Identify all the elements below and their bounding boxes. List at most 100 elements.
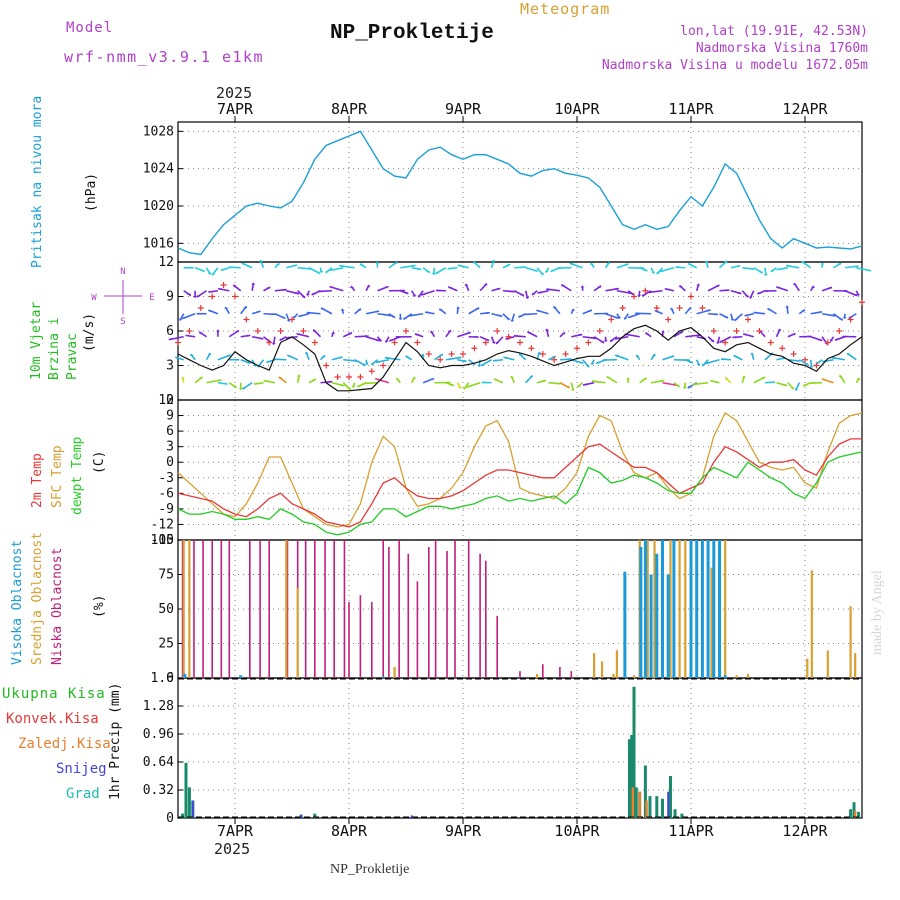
wind-arrowhead xyxy=(241,263,246,265)
wind-gust-marker xyxy=(471,345,478,352)
pressure-line xyxy=(177,130,863,256)
wind-gust-marker xyxy=(300,328,307,334)
wind-arrowhead xyxy=(556,382,561,385)
wind-arrowhead xyxy=(412,294,417,297)
wind-arrowhead xyxy=(466,332,471,335)
wind-arrowhead xyxy=(688,263,693,266)
wind-arrowhead xyxy=(570,308,575,311)
wind-arrowhead xyxy=(493,378,498,381)
wind-arrowhead xyxy=(256,311,261,313)
total-precip-bar xyxy=(632,686,636,818)
wind-arrowhead xyxy=(233,284,237,287)
wind-arrowhead xyxy=(405,355,410,358)
wind-arrowhead xyxy=(561,332,565,335)
wind-arrowhead xyxy=(842,335,846,338)
precip-legend-total: Ukupna Kisa xyxy=(2,686,106,702)
wind-arrowhead xyxy=(750,352,755,355)
total-precip-bar xyxy=(634,787,638,818)
strat-precip-bar xyxy=(853,811,857,818)
low-cloud-bar xyxy=(371,602,373,678)
day-label-bottom: 8APR xyxy=(331,822,368,840)
wind-arrowhead xyxy=(794,388,799,391)
y-tick-label: 0.32 xyxy=(143,783,174,798)
wind-arrowhead xyxy=(659,269,664,272)
wind-arrowhead xyxy=(532,293,536,296)
wind-arrowhead xyxy=(743,333,748,336)
wind-arrowhead xyxy=(854,265,859,268)
wind-gust-marker xyxy=(323,362,330,369)
wind-arrowhead xyxy=(767,308,772,311)
y-tick-label: 1024 xyxy=(143,162,174,177)
wind-arrowhead xyxy=(602,358,607,361)
model-label: Model xyxy=(66,20,114,36)
mid-cloud-bar xyxy=(678,540,681,678)
mid-cloud-bar xyxy=(724,540,727,678)
wind-arrowhead xyxy=(208,290,213,293)
high-cloud-bar xyxy=(718,540,721,678)
wind-arrowhead xyxy=(450,383,454,386)
wind-arrowhead xyxy=(803,384,807,386)
wind-arrowhead xyxy=(540,273,544,276)
wind-arrowhead xyxy=(867,269,872,272)
high-cloud-bar xyxy=(666,574,670,678)
low-cloud-bar xyxy=(314,540,316,678)
wind-arrowhead xyxy=(350,286,355,289)
y-tick-label: 0 xyxy=(166,393,174,408)
wind-arrowhead xyxy=(801,261,806,264)
wind-arrowhead xyxy=(298,314,303,317)
wind-arrowhead xyxy=(431,272,436,275)
model-name: wrf-nmm_v3.9.1 e1km xyxy=(64,48,265,66)
wind-arrowhead xyxy=(473,261,477,264)
mid-cloud-bar xyxy=(296,588,299,678)
low-cloud-bar xyxy=(467,540,470,678)
wind-arrowhead xyxy=(763,273,768,276)
wind-arrowhead xyxy=(371,362,375,365)
wind-gust-marker xyxy=(722,339,729,346)
wind-arrowhead xyxy=(616,316,621,319)
wind-arrowhead xyxy=(259,337,264,340)
wind-arrowhead xyxy=(391,315,396,318)
y-tick-label: 25 xyxy=(158,637,174,652)
low-cloud-bar xyxy=(343,540,346,678)
wind-arrowhead xyxy=(635,354,640,357)
y-tick-label: 3 xyxy=(166,359,174,374)
wind-arrowhead xyxy=(642,294,646,297)
precip-legend-conv: Konvek.Kisa xyxy=(6,711,99,727)
wind-arrowhead xyxy=(503,357,508,359)
y-tick-label: 9 xyxy=(166,290,174,305)
wind-arrowhead xyxy=(510,319,515,322)
wind-arrowhead xyxy=(818,338,823,341)
wind-gust-marker xyxy=(254,328,261,334)
wind-arrowhead xyxy=(510,375,515,378)
wind-arrowhead xyxy=(687,307,692,310)
wind-arrowhead xyxy=(553,306,557,309)
wind-arrowhead xyxy=(544,270,549,273)
wind-arrowhead xyxy=(180,376,186,379)
wind-arrowhead xyxy=(753,311,758,314)
wind-arrowhead xyxy=(375,261,380,264)
low-cloud-bar xyxy=(519,671,521,678)
wind-arrowhead xyxy=(827,287,832,290)
wind-arrowhead xyxy=(196,312,200,315)
wind-arrowhead xyxy=(660,380,665,383)
wind-arrowhead xyxy=(757,292,762,294)
wind-gust-marker xyxy=(631,293,637,300)
y-tick-label: 1016 xyxy=(143,236,174,251)
wind-arrowhead xyxy=(610,339,614,342)
mid-cloud-bar xyxy=(285,540,288,678)
wind-arrowhead xyxy=(198,376,203,379)
wind-arrowhead xyxy=(646,291,651,294)
wind-arrowhead xyxy=(536,310,541,312)
high-cloud-bar xyxy=(723,675,727,678)
wind-arrowhead xyxy=(831,357,836,360)
wind-arrowhead xyxy=(243,306,248,309)
wind-arrowhead xyxy=(389,339,394,342)
wind-arrowhead xyxy=(199,331,203,334)
mid-cloud-bar xyxy=(615,650,618,678)
mid-cloud-bar xyxy=(632,675,636,678)
wind-arrowhead xyxy=(518,315,523,318)
low-cloud-bar xyxy=(446,551,448,678)
wind-arrowhead xyxy=(837,263,842,266)
wind-arrowhead xyxy=(614,337,619,340)
low-cloud-bar xyxy=(202,540,204,678)
